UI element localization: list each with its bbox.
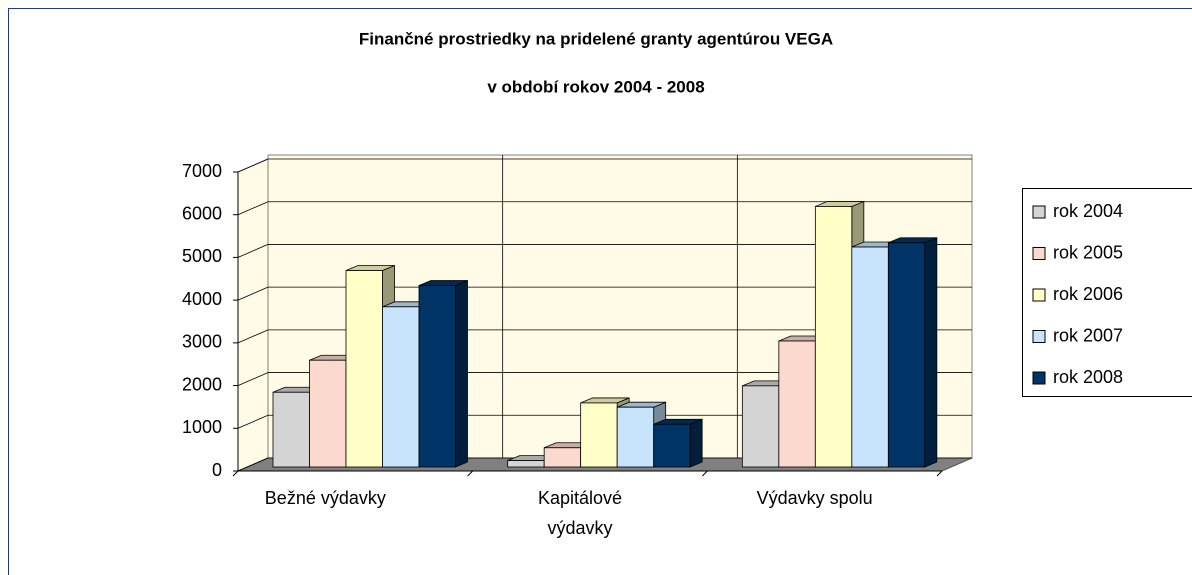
bar — [507, 460, 545, 468]
legend-label: rok 2007 — [1053, 325, 1123, 345]
legend-label: rok 2008 — [1053, 367, 1123, 387]
bar — [814, 206, 853, 468]
bar — [418, 285, 456, 468]
legend-swatch — [1032, 205, 1046, 219]
x-tick — [701, 470, 708, 477]
bar — [345, 270, 383, 468]
x-tick-label: Výdavky spolu — [756, 488, 873, 508]
grid-line — [237, 372, 269, 386]
grid-line — [237, 244, 269, 258]
y-tick-label: 2000 — [182, 374, 222, 394]
y-tick-label: 1000 — [182, 417, 222, 437]
grid-line — [237, 414, 269, 429]
bar — [778, 340, 816, 468]
x-tick — [936, 470, 943, 477]
bar — [580, 402, 618, 468]
y-tick-label: 5000 — [182, 246, 222, 266]
bar — [851, 246, 889, 468]
bar — [653, 423, 691, 468]
legend-label: rok 2006 — [1053, 284, 1123, 304]
bar — [309, 359, 347, 468]
x-tick — [467, 470, 474, 477]
x-tick-label: Bežné výdavky — [264, 488, 386, 508]
y-tick-label: 3000 — [182, 332, 222, 352]
grid-line — [237, 457, 269, 472]
legend-box — [1022, 188, 1192, 397]
grid-line — [237, 158, 269, 173]
y-tick-label: 7000 — [182, 161, 222, 181]
grid-line — [237, 201, 269, 216]
bar — [272, 391, 310, 468]
legend-swatch — [1032, 371, 1046, 385]
bar — [887, 242, 926, 468]
y-tick-label: 0 — [212, 460, 222, 480]
legend-swatch — [1032, 330, 1046, 343]
y-tick-label: 6000 — [182, 203, 222, 223]
bar-side — [455, 279, 468, 468]
legend-swatch — [1032, 247, 1046, 260]
x-tick — [232, 470, 239, 477]
legend-label: rok 2004 — [1053, 201, 1123, 221]
grid-line — [237, 329, 269, 344]
legend-swatch — [1032, 288, 1046, 302]
x-tick-label: Kapitálové výdavky — [537, 488, 623, 538]
bar-side — [924, 237, 938, 468]
bar — [543, 447, 582, 468]
grid-line — [237, 286, 269, 301]
chart-subtitle: v období rokov 2004 - 2008 — [487, 77, 704, 96]
chart-title: Finančné prostriedky na pridelené granty… — [359, 29, 833, 48]
bar — [382, 306, 420, 468]
bar-side — [689, 418, 703, 468]
bar — [616, 406, 655, 468]
bar — [741, 385, 780, 468]
legend-label: rok 2005 — [1053, 242, 1123, 262]
side-wall — [237, 158, 269, 472]
y-tick-label: 4000 — [182, 289, 222, 309]
